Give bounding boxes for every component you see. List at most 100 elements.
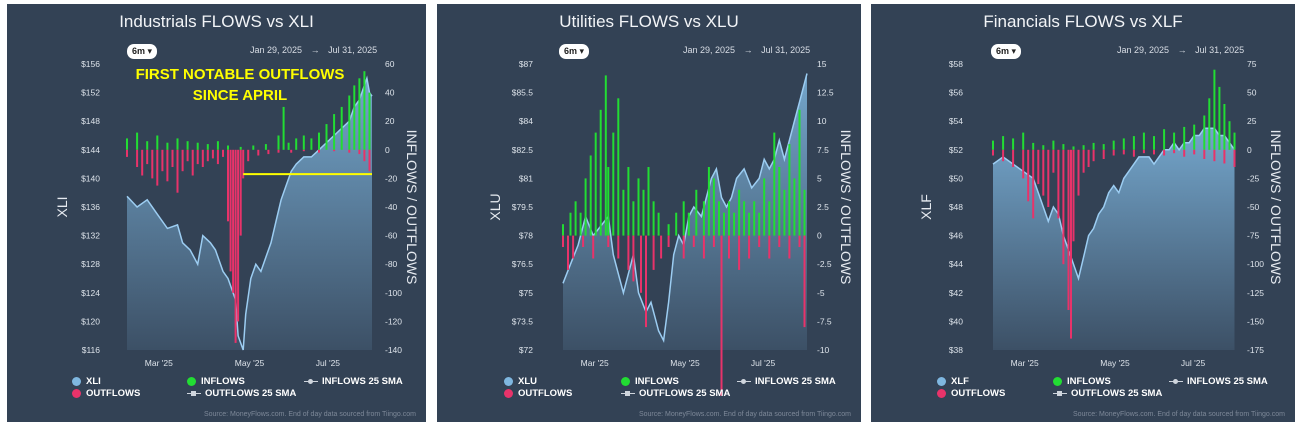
inflow-bar xyxy=(718,201,720,236)
outflow-bar xyxy=(166,149,169,182)
outflow-bar xyxy=(206,149,209,162)
inflow-bar xyxy=(277,135,280,150)
outflow-bar xyxy=(237,149,240,322)
legend-outflows-sma[interactable]: OUTFLOWS 25 SMA xyxy=(1053,388,1162,399)
legend-outflows-sma[interactable]: OUTFLOWS 25 SMA xyxy=(187,388,296,399)
legend-inflows[interactable]: INFLOWS xyxy=(1053,376,1111,387)
outflow-bar xyxy=(1072,149,1075,242)
outflow-bar xyxy=(1047,149,1050,207)
arrow-right-icon: → xyxy=(310,45,320,55)
outflow-bar xyxy=(1122,149,1125,155)
inflow-bar xyxy=(637,178,640,236)
x-tick-label: Jul '25 xyxy=(316,358,341,368)
range-selector-button[interactable]: 6m ▾ xyxy=(559,44,590,59)
y-left-tick-label: $81 xyxy=(519,173,533,183)
y-right-tick-label: -10 xyxy=(817,345,830,355)
range-label: 6m xyxy=(132,46,146,56)
inflow-bar xyxy=(1072,146,1075,150)
outflow-bar xyxy=(692,235,695,247)
outflow-bar xyxy=(788,235,791,259)
date-range[interactable]: Jan 29, 2025 → Jul 31, 2025 xyxy=(250,45,377,55)
range-selector-button[interactable]: 6m ▾ xyxy=(127,44,158,59)
outflow-bar xyxy=(1173,149,1176,154)
outflow-bar xyxy=(318,149,320,153)
legend-inflows-sma[interactable]: INFLOWS 25 SMA xyxy=(1169,376,1268,387)
inflow-bar xyxy=(353,85,356,150)
inflow-bar xyxy=(798,109,801,236)
legend-outflows[interactable]: OUTFLOWS xyxy=(72,388,140,399)
date-range[interactable]: Jan 29, 2025 → Jul 31, 2025 xyxy=(1117,45,1244,55)
inflow-bar xyxy=(318,132,320,150)
x-tick-label: Mar '25 xyxy=(581,358,609,368)
legend-price[interactable]: XLF xyxy=(937,376,969,387)
outflow-bar xyxy=(234,149,237,343)
inflow-bar xyxy=(753,201,756,236)
inflow-bar xyxy=(368,92,371,150)
outflow-bar xyxy=(1027,149,1030,202)
source-credit: Source: MoneyFlows.com. End of day data … xyxy=(203,411,416,418)
outflow-bar xyxy=(1002,149,1005,162)
legend-label: OUTFLOWS 25 SMA xyxy=(1071,388,1163,399)
outflow-bar xyxy=(368,149,371,172)
arrow-right-icon: → xyxy=(743,45,753,55)
date-range[interactable]: Jan 29, 2025 → Jul 31, 2025 xyxy=(683,45,810,55)
inflow-bar xyxy=(1208,98,1211,150)
legend-inflows[interactable]: INFLOWS xyxy=(187,376,245,387)
outflow-bar xyxy=(141,149,144,176)
legend-price[interactable]: XLI xyxy=(72,376,101,387)
outflow-bar xyxy=(247,149,250,162)
outflow-bar xyxy=(1102,149,1105,159)
inflow-bar xyxy=(1062,144,1065,150)
outflow-bar xyxy=(1233,149,1236,167)
inflow-bar xyxy=(682,201,685,236)
outflow-bar xyxy=(1223,149,1226,164)
inflow-bar xyxy=(642,189,645,236)
inflow-bar xyxy=(707,167,710,236)
outflow-bar xyxy=(1213,149,1216,162)
outflow-bar xyxy=(239,149,242,236)
outflow-bar xyxy=(617,235,620,259)
chart-plot: $87 $85.5 $84 $82.5 $81 $79.5 $78 $76.5 $75 $73.5… xyxy=(487,59,854,396)
y-right-tick-label: -5 xyxy=(817,288,825,298)
y-right-tick-label: 15 xyxy=(817,59,827,69)
outflow-bar xyxy=(572,235,575,259)
y-left-axis-title: XLI xyxy=(54,196,70,217)
annotation-line-2: SINCE APRIL xyxy=(192,87,288,104)
y-right-axis-title: INFLOWS / OUTFLOWS xyxy=(1268,130,1284,285)
y-right-tick-label: 0 xyxy=(817,231,822,241)
legend-line-icon xyxy=(304,377,318,386)
outflow-bar xyxy=(1032,149,1035,219)
inflow-bar xyxy=(1153,136,1155,150)
legend-outflows[interactable]: OUTFLOWS xyxy=(937,388,1005,399)
legend-outflows[interactable]: OUTFLOWS xyxy=(504,388,572,399)
y-left-tick-label: $140 xyxy=(81,173,100,183)
y-right-tick-label: 7.5 xyxy=(817,145,829,155)
legend-outflows-sma[interactable]: OUTFLOWS 25 SMA xyxy=(621,388,730,399)
inflow-bar xyxy=(793,178,796,236)
inflow-bar xyxy=(773,132,776,236)
legend-price[interactable]: XLU xyxy=(504,376,537,387)
legend-label: XLU xyxy=(518,376,537,387)
legend-dot-inflows xyxy=(621,377,630,386)
inflow-bar xyxy=(748,212,751,236)
y-left-tick-label: $148 xyxy=(81,116,100,126)
inflow-bar xyxy=(239,146,242,150)
outflow-bar xyxy=(211,149,214,159)
inflow-bar xyxy=(333,114,336,150)
inflow-bar xyxy=(599,109,602,236)
outflow-bar xyxy=(242,149,245,179)
source-credit: Source: MoneyFlows.com. End of day data … xyxy=(638,411,851,418)
legend-inflows-sma[interactable]: INFLOWS 25 SMA xyxy=(304,376,403,387)
legend-inflows-sma[interactable]: INFLOWS 25 SMA xyxy=(737,376,836,387)
inflow-bar xyxy=(363,71,366,150)
legend-inflows[interactable]: INFLOWS xyxy=(621,376,679,387)
y-left-tick-label: $87 xyxy=(519,59,533,69)
inflow-bar xyxy=(743,201,746,236)
legend-dot-price xyxy=(937,377,946,386)
outflow-bar xyxy=(1112,149,1115,156)
range-selector-button[interactable]: 6m ▾ xyxy=(991,44,1022,59)
outflow-bar xyxy=(222,149,224,157)
outflow-bar xyxy=(778,235,781,247)
outflow-bar xyxy=(1042,149,1045,196)
financials-chart-panel: Financials FLOWS vs XLF 6m ▾ Jan 29, 202… xyxy=(871,4,1295,422)
